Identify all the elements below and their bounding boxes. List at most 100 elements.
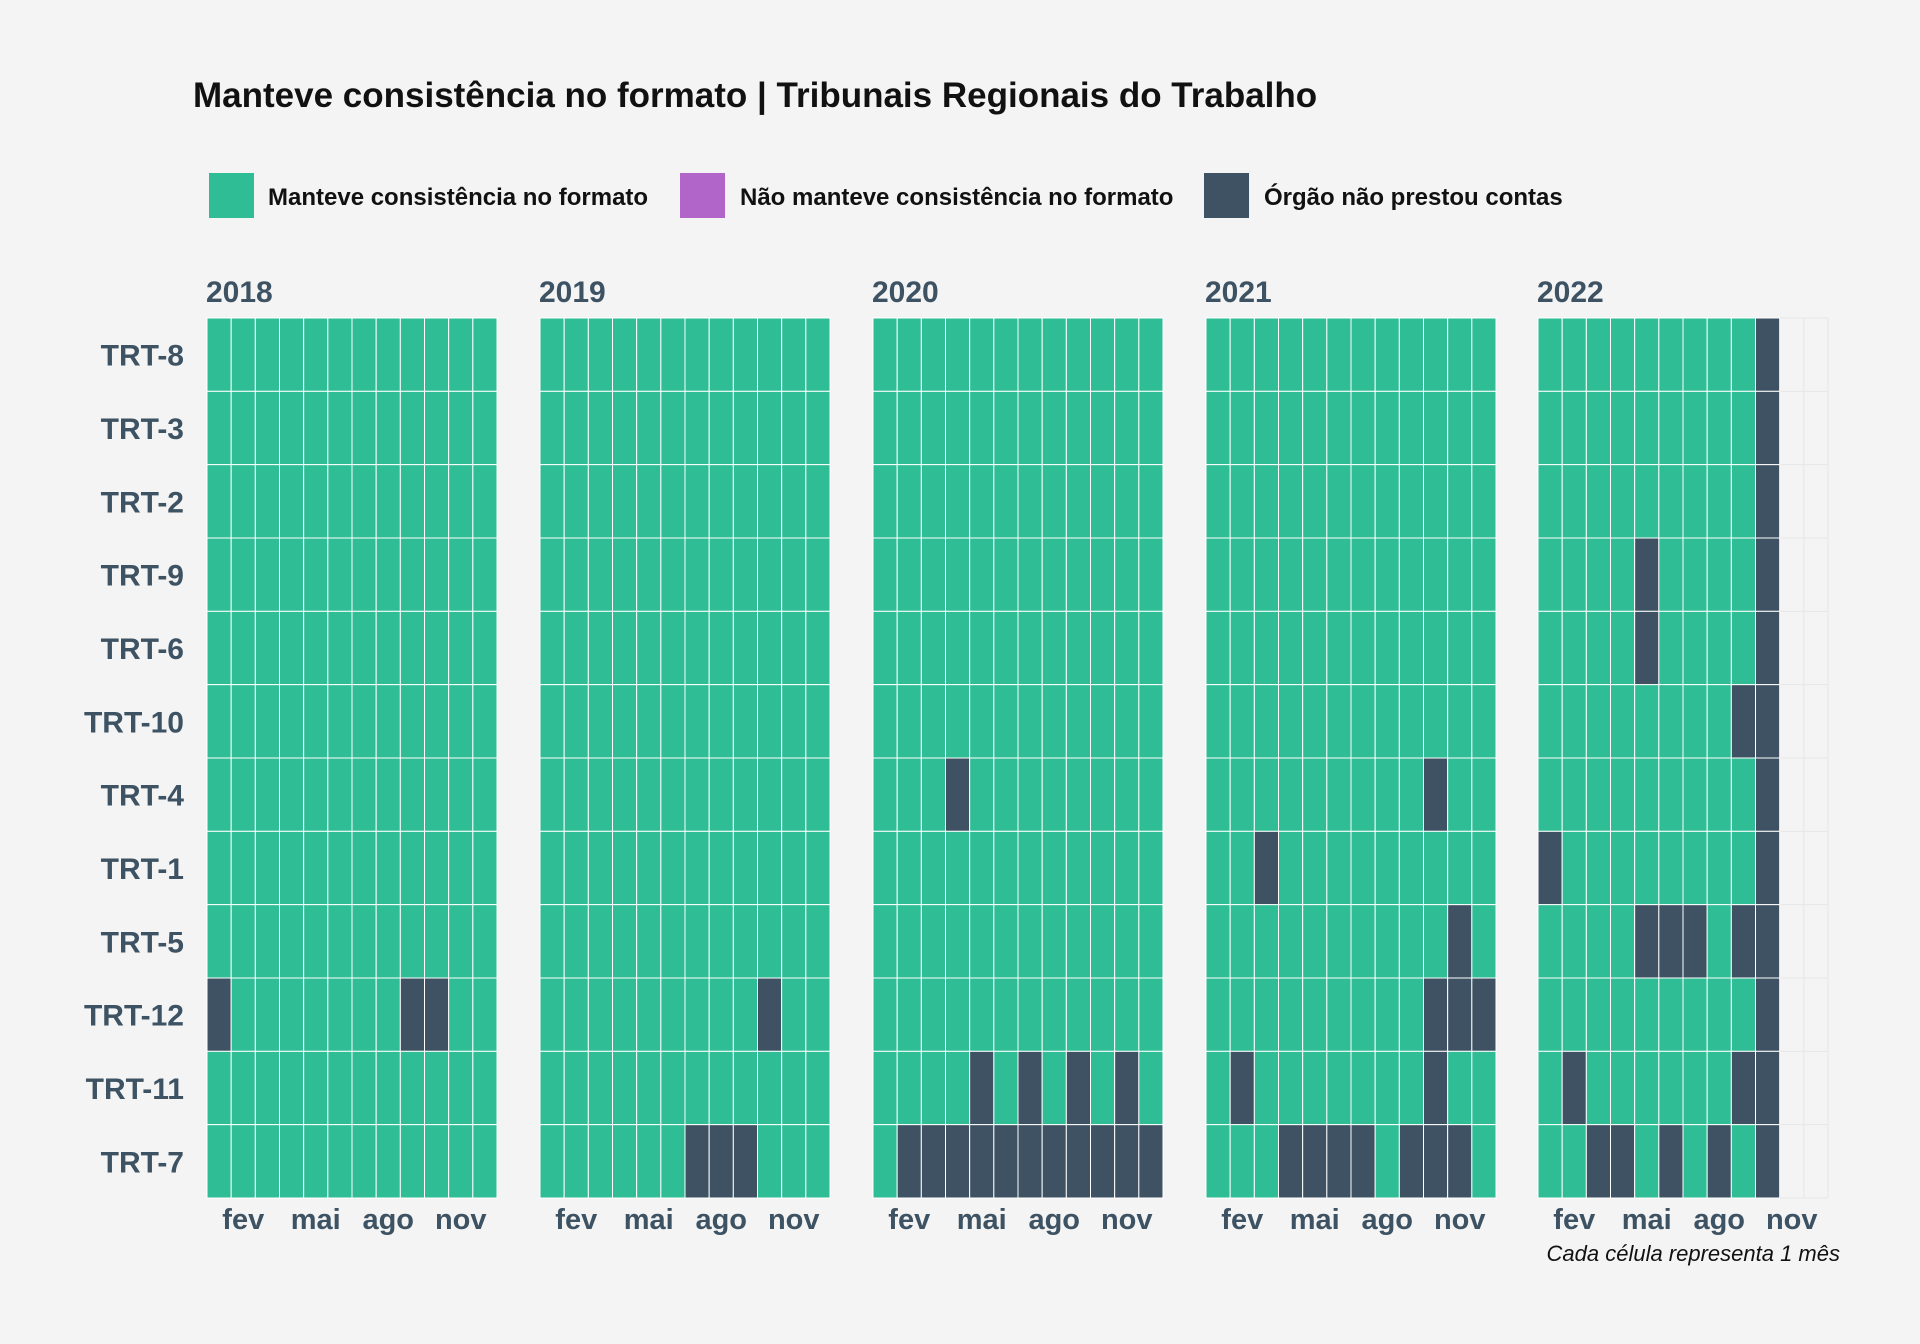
heatmap-cell: [1350, 1124, 1376, 1199]
x-tick-label: nov: [1434, 1204, 1486, 1236]
heatmap-cell: [375, 684, 401, 759]
heatmap-cell: [1326, 757, 1352, 832]
heatmap-cell: [1229, 904, 1255, 979]
heatmap-cell: [993, 757, 1019, 832]
heatmap-cell: [945, 757, 971, 832]
heatmap-cell: [351, 757, 377, 832]
heatmap-cell: [896, 1050, 922, 1126]
heatmap-cell: [920, 464, 946, 539]
heatmap-cell: [872, 1050, 898, 1126]
heatmap-cell: [945, 977, 971, 1052]
heatmap-cell: [230, 537, 256, 612]
heatmap-cell: [1114, 390, 1140, 466]
heatmap-cell: [945, 390, 971, 466]
heatmap-cell: [399, 1050, 426, 1126]
heatmap-cell: [1730, 904, 1757, 979]
heatmap-cell: [1537, 904, 1563, 979]
heatmap-cell: [1350, 610, 1376, 686]
heatmap-cell: [969, 317, 995, 392]
heatmap-cell: [1610, 904, 1636, 979]
heatmap-cell: [230, 684, 256, 759]
heatmap-cell: [230, 390, 256, 466]
heatmap-cell: [1682, 904, 1708, 979]
heatmap-cell: [1114, 1050, 1140, 1126]
heatmap-cell: [1253, 977, 1280, 1052]
heatmap-cell: [1706, 464, 1732, 539]
heatmap-cell: [1278, 1050, 1304, 1126]
heatmap-cell: [1706, 537, 1732, 612]
heatmap-cell: [1423, 1050, 1449, 1126]
row-label: TRT-6: [101, 633, 184, 666]
heatmap-cell: [612, 390, 638, 466]
heatmap-cell: [1706, 830, 1732, 906]
heatmap-cell: [1017, 317, 1043, 392]
heatmap-cell: [660, 390, 686, 466]
heatmap-cell: [1138, 1124, 1164, 1199]
heatmap-cell: [587, 757, 613, 832]
heatmap-cell: [563, 610, 589, 686]
heatmap-cell: [1017, 464, 1043, 539]
heatmap-cell: [636, 464, 662, 539]
heatmap-cell: [945, 537, 971, 612]
year-label: 2019: [539, 276, 606, 309]
heatmap-cell: [1730, 757, 1757, 832]
heatmap-cell: [587, 390, 613, 466]
heatmap-cell: [472, 1124, 498, 1199]
heatmap-cell: [805, 1124, 831, 1199]
heatmap-cell: [781, 610, 807, 686]
heatmap-cell: [206, 757, 232, 832]
heatmap-cell: [1730, 317, 1757, 392]
heatmap-cell: [1205, 537, 1231, 612]
heatmap-cell: [279, 757, 305, 832]
heatmap-cell: [539, 390, 565, 466]
heatmap-cell: [1326, 317, 1352, 392]
heatmap-cell: [993, 464, 1019, 539]
heatmap-cell: [1447, 537, 1473, 612]
x-tick-label: nov: [768, 1204, 820, 1236]
heatmap-cell: [732, 610, 758, 686]
heatmap-cell: [279, 464, 305, 539]
heatmap-cell: [757, 904, 783, 979]
heatmap-cell: [230, 830, 256, 906]
heatmap-cell: [872, 317, 898, 392]
heatmap-cell: [1302, 390, 1328, 466]
heatmap-cell: [1090, 977, 1116, 1052]
heatmap-cell: [612, 537, 638, 612]
heatmap-cell: [1205, 684, 1231, 759]
heatmap-cell: [563, 464, 589, 539]
heatmap-cell: [206, 1050, 232, 1126]
heatmap-cell: [327, 977, 353, 1052]
heatmap-cell: [872, 537, 898, 612]
heatmap-cell: [1537, 977, 1563, 1052]
heatmap-cell: [1561, 317, 1587, 392]
row-label: TRT-7: [101, 1146, 184, 1179]
heatmap-cell: [1205, 904, 1231, 979]
heatmap-cell: [327, 904, 353, 979]
heatmap-cell: [1302, 830, 1328, 906]
heatmap-cell: [1350, 977, 1376, 1052]
heatmap-cell: [708, 317, 734, 392]
heatmap-cell: [1114, 904, 1140, 979]
heatmap-cell: [1682, 464, 1708, 539]
heatmap-cell: [206, 464, 232, 539]
heatmap-cell: [1610, 1124, 1636, 1199]
heatmap-cell: [375, 537, 401, 612]
heatmap-cell: [254, 317, 280, 392]
heatmap-cell: [1561, 977, 1587, 1052]
heatmap-cell: [351, 977, 377, 1052]
heatmap-cell: [732, 977, 758, 1052]
heatmap-cell: [1253, 610, 1280, 686]
heatmap-cell: [1447, 317, 1473, 392]
heatmap-cell: [1706, 904, 1732, 979]
heatmap-cell: [327, 464, 353, 539]
heatmap-cell: [1017, 610, 1043, 686]
heatmap-cell: [1658, 1124, 1684, 1199]
heatmap-cell: [327, 1124, 353, 1199]
heatmap-cell: [230, 317, 256, 392]
heatmap-cell: [563, 757, 589, 832]
heatmap-cell: [1278, 537, 1304, 612]
heatmap-cell: [1423, 904, 1449, 979]
heatmap-cell: [1423, 537, 1449, 612]
heatmap-cell: [805, 757, 831, 832]
year-panel-2021: 2021 fev mai ago nov: [1205, 276, 1497, 1236]
